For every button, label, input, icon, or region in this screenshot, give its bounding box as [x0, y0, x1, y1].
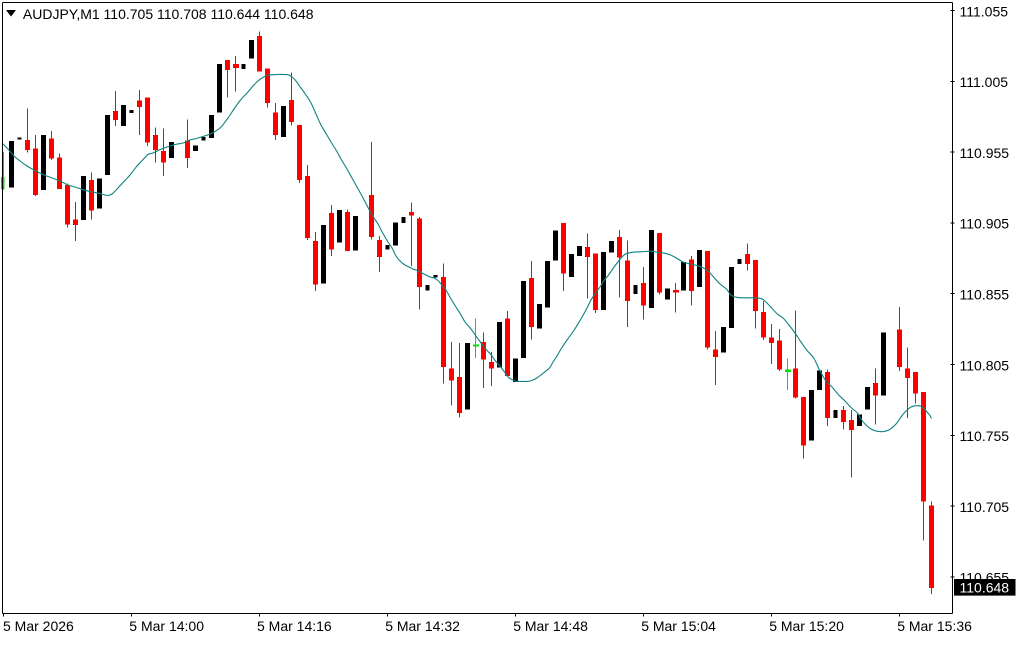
svg-text:110.648: 110.648	[960, 580, 1010, 596]
svg-text:110.905: 110.905	[960, 216, 1010, 232]
svg-text:110.955: 110.955	[960, 145, 1010, 161]
svg-text:5 Mar 2026: 5 Mar 2026	[3, 618, 74, 634]
svg-text:111.005: 111.005	[960, 74, 1009, 90]
svg-text:5 Mar 14:00: 5 Mar 14:00	[129, 618, 204, 634]
svg-text:5 Mar 15:20: 5 Mar 15:20	[769, 618, 844, 634]
svg-text:111.055: 111.055	[960, 3, 1009, 19]
svg-text:5 Mar 14:48: 5 Mar 14:48	[513, 618, 588, 634]
svg-text:110.705: 110.705	[960, 499, 1010, 515]
svg-text:110.805: 110.805	[960, 357, 1010, 373]
svg-text:5 Mar 14:32: 5 Mar 14:32	[385, 618, 460, 634]
svg-text:AUDJPY,M1 110.705 110.708 110.: AUDJPY,M1 110.705 110.708 110.644 110.64…	[23, 6, 314, 22]
svg-text:5 Mar 15:04: 5 Mar 15:04	[641, 618, 716, 634]
svg-text:5 Mar 15:36: 5 Mar 15:36	[897, 618, 972, 634]
svg-text:110.855: 110.855	[960, 287, 1010, 303]
svg-text:5 Mar 14:16: 5 Mar 14:16	[257, 618, 332, 634]
svg-text:110.755: 110.755	[960, 428, 1010, 444]
